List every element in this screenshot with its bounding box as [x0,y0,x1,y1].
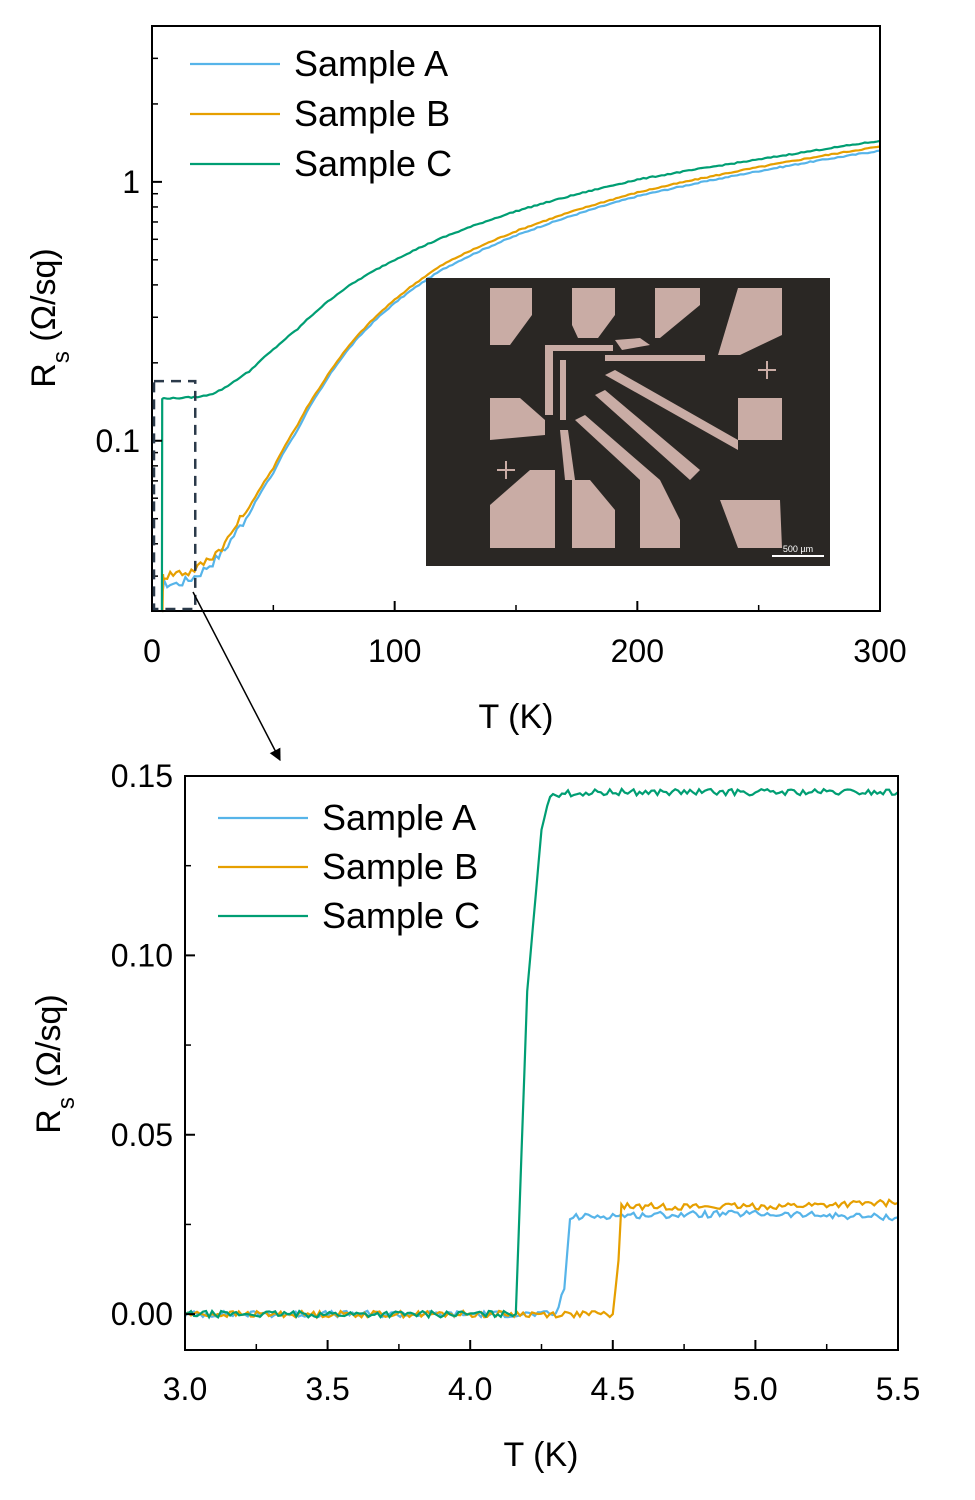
log-resistance-chart: 0 100 200 300 0.1 1 [25,25,907,736]
scale-bar-label: 500 µm [783,544,813,554]
bottom-axis-ticks: 3.0 3.5 4.0 4.5 5.0 5.5 0.00 0.05 0.10 0.15 [111,758,921,1407]
x-tick-label: 5.5 [876,1371,920,1407]
y-tick-label: 1 [122,164,140,200]
bottom-plot-frame [184,775,899,1351]
bottom-y-axis-label: Rs (Ω/sq) [30,994,80,1133]
bottom-series-group [184,787,899,1320]
x-tick-label: 0 [143,633,161,669]
top-legend: Sample A Sample B Sample C [190,43,452,184]
x-tick-label: 100 [368,633,421,669]
top-y-label-sub: s [48,351,75,363]
series-line-sample-b [161,145,881,613]
linear-resistance-chart: 3.0 3.5 4.0 4.5 5.0 5.5 0.00 0.05 0.10 0.15 Sampl… [30,758,920,1474]
device-micrograph-inset: 500 µm [426,278,830,566]
device-pads [490,288,782,548]
y-tick-label: 0.05 [111,1117,173,1153]
legend-label: Sample A [294,43,448,84]
series-line-sample-a [184,1208,899,1319]
x-tick-label: 3.5 [305,1371,349,1407]
alignment-mark-left [497,461,515,479]
series-line-sample-c [184,787,899,1320]
legend-label: Sample A [322,797,476,838]
series-line-sample-b [184,1198,899,1320]
zoom-region-box [152,379,197,611]
x-tick-label: 200 [611,633,664,669]
top-x-axis-label: T (K) [479,698,554,736]
bottom-y-label-sub: s [53,1097,80,1109]
zoom-arrow [192,591,281,762]
top-axis-ticks: 0 100 200 300 0.1 1 [96,57,907,669]
bottom-y-label-unit: (Ω/sq) [30,994,68,1097]
top-y-label-unit: (Ω/sq) [25,248,63,351]
y-tick-label: 0.00 [111,1296,173,1332]
legend-label: Sample C [322,895,480,936]
y-tick-label: 0.10 [111,937,173,973]
y-tick-label: 0.1 [96,423,140,459]
y-tick-label: 0.15 [111,758,173,794]
bottom-legend: Sample A Sample B Sample C [218,797,480,936]
x-tick-label: 5.0 [733,1371,777,1407]
legend-label: Sample B [294,93,450,134]
bottom-y-label-main: R [30,1109,68,1134]
series-line-sample-a [161,149,881,613]
legend-label: Sample C [294,143,452,184]
x-tick-label: 4.0 [448,1371,492,1407]
legend-label: Sample B [322,846,478,887]
series-line-sample-c [160,139,881,612]
bottom-x-axis-label: T (K) [504,1436,579,1474]
top-series-group [160,139,881,613]
top-y-label-main: R [25,363,63,388]
x-tick-label: 4.5 [591,1371,635,1407]
alignment-mark-right [758,361,776,379]
top-y-axis-label: Rs (Ω/sq) [25,248,75,387]
x-tick-label: 300 [853,633,906,669]
x-tick-label: 3.0 [163,1371,207,1407]
